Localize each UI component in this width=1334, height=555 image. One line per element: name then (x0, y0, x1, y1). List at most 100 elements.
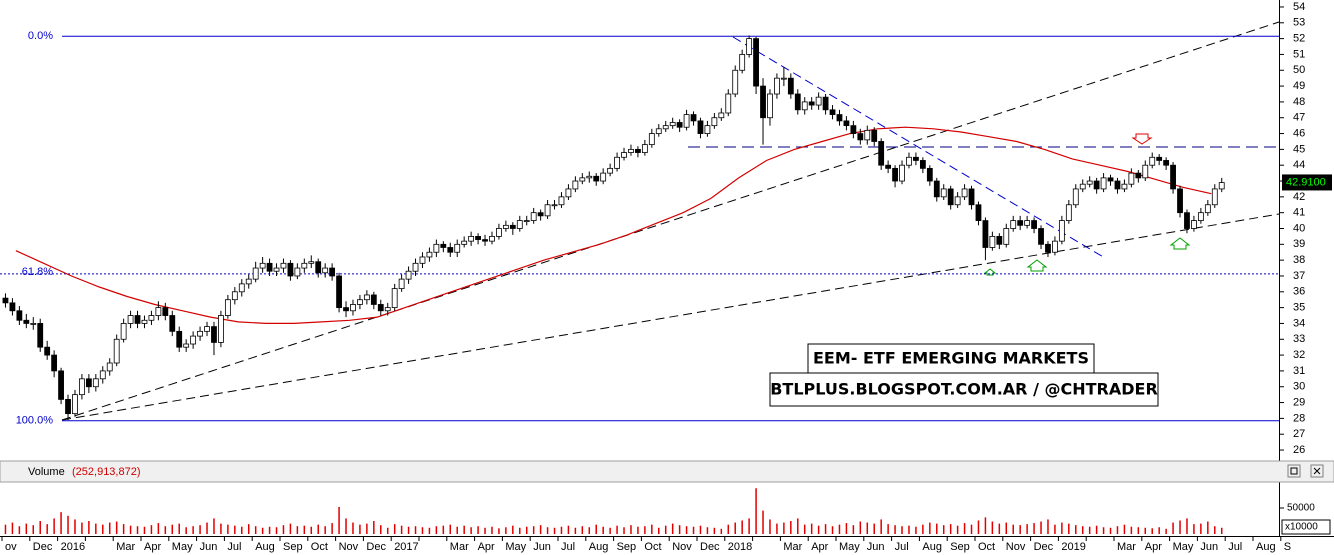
volume-bar (206, 522, 208, 534)
candle-body (913, 156, 919, 161)
volume-bar (1130, 526, 1133, 534)
volume-bar (991, 521, 994, 534)
candle-body (1107, 177, 1114, 182)
volume-bar (880, 519, 882, 534)
volume-bar (310, 526, 313, 534)
candle-body (224, 299, 231, 316)
volume-bar (227, 524, 229, 534)
candle-body (16, 310, 23, 321)
volume-bar (178, 523, 180, 534)
volume-bar (637, 526, 639, 534)
y-tick-label: 33 (1293, 333, 1305, 345)
x-tick-label: Mar (116, 541, 135, 553)
candle-body (106, 362, 113, 372)
candle-body (280, 262, 287, 269)
volume-total: (252,913,872) (72, 466, 141, 478)
candle-body (1142, 164, 1149, 179)
volume-bar (32, 525, 35, 534)
restore-button[interactable] (1287, 464, 1301, 478)
volume-bar (1165, 528, 1167, 534)
volume-bar (4, 524, 7, 534)
candle-body (572, 180, 579, 190)
candle-body (1086, 180, 1093, 185)
last-price-box (1282, 174, 1332, 191)
candle-body (579, 177, 586, 182)
candle-body (502, 224, 509, 229)
x-tick-label: Jul (561, 541, 575, 553)
volume-bar (213, 518, 215, 534)
volume-bar (1095, 525, 1098, 534)
trend-line (61, 213, 1280, 421)
candle-body (1184, 212, 1190, 229)
volume-bar (366, 523, 368, 534)
candle-body (711, 117, 718, 127)
candle-body (815, 96, 822, 106)
volume-bar (658, 527, 660, 534)
candle-body (1093, 180, 1100, 190)
volume-bar (609, 527, 611, 534)
volume-y-tick-label: 50000 (1287, 503, 1315, 514)
volume-bar (838, 524, 841, 534)
candle-body (287, 262, 294, 277)
candle-body (530, 212, 537, 221)
x-tick-label: Sep (617, 541, 637, 553)
x-tick-label: Oct (644, 541, 661, 553)
y-tick-label: 53 (1293, 17, 1305, 29)
candle-body (586, 175, 593, 179)
moving-average (15, 126, 1212, 324)
volume-bar (532, 526, 535, 534)
candle-body (635, 148, 641, 153)
volume-bar (1061, 522, 1063, 534)
x-tick-label: Apr (1145, 541, 1162, 553)
candle-body (641, 144, 648, 153)
candle-body (655, 128, 662, 134)
candle-body (1177, 188, 1183, 214)
chart-subtitle: BTLPLUS.BLOGSPOT.COM.AR / @CHTRADER (770, 380, 1158, 399)
candle-body (2, 297, 9, 304)
candle-body (829, 109, 836, 115)
candle-body (1058, 220, 1065, 242)
volume-bar (449, 524, 452, 534)
candle-body (1191, 220, 1197, 229)
volume-bar (150, 525, 153, 534)
candle-body (704, 125, 711, 134)
candle-body (857, 133, 864, 141)
volume-bar (254, 526, 257, 534)
volume-bar (595, 524, 597, 534)
up-arrow (1026, 259, 1048, 272)
volume-bar (268, 526, 271, 534)
x-tick-label: Mar (1117, 541, 1136, 553)
candle-body (676, 122, 683, 128)
volume-bar (88, 521, 90, 534)
candle-body (1024, 220, 1031, 226)
volume-bar (1172, 522, 1174, 534)
volume-bar (352, 522, 354, 534)
volume-bar (581, 526, 584, 534)
candle-body (169, 315, 176, 332)
candle-body (218, 315, 224, 343)
volume-bar (685, 526, 688, 534)
volume-bar (845, 523, 848, 534)
y-tick-label: 37 (1293, 270, 1305, 282)
volume-bar (1102, 527, 1105, 534)
candle-body (753, 38, 759, 87)
candle-body (30, 323, 37, 325)
volume-bar (1144, 527, 1147, 534)
x-tick-label: 2016 (61, 541, 85, 553)
x-tick-label: Jul (1228, 541, 1242, 553)
volume-unit: x10000 (1285, 522, 1318, 533)
down-trend-line (732, 36, 1106, 259)
volume-title: Volume (28, 466, 65, 478)
candle-body (1204, 204, 1211, 214)
candle-body (238, 283, 245, 293)
candle-body (9, 302, 16, 312)
candle-body (1114, 180, 1121, 190)
volume-bar (470, 527, 472, 534)
volume-bar (115, 521, 118, 534)
volume-bar (1081, 526, 1084, 534)
candle-body (523, 220, 530, 222)
x-tick-label: May (1173, 541, 1194, 553)
volume-bar (171, 524, 174, 534)
volume-bar (1123, 524, 1126, 534)
